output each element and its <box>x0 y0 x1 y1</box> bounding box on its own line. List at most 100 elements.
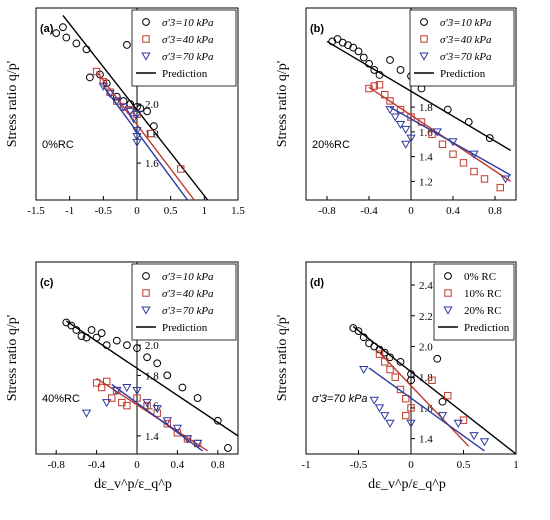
x-tick-label: -1 <box>65 205 74 217</box>
y-tick-label: 2.2 <box>419 311 433 323</box>
legend-label: Prediction <box>162 322 208 334</box>
x-tick-label: -0.4 <box>88 459 106 471</box>
data-point <box>182 435 193 444</box>
legend-label: Prediction <box>162 68 208 80</box>
x-tick-label: 0.8 <box>211 459 225 471</box>
panel-2: -0.8-0.400.40.81.21.41.61.82.02.22.4(b)2… <box>275 7 517 217</box>
legend-marker <box>142 272 150 280</box>
legend-marker <box>142 35 150 43</box>
data-point <box>193 394 202 402</box>
data-point <box>464 118 473 126</box>
panel-label: (a) <box>40 23 54 35</box>
prediction-line <box>102 85 189 200</box>
x-tick-label: -0.5 <box>95 205 113 217</box>
data-point <box>370 66 379 74</box>
data-point <box>406 419 416 428</box>
x-tick-label: 0 <box>134 205 140 217</box>
data-point <box>396 357 405 366</box>
x-axis-title: dε_v^p/ε_q^p <box>368 477 446 492</box>
panel-1: -1.5-1-0.500.511.51.61.82.02.22.4(a)0%RC… <box>5 7 245 217</box>
data-point <box>132 132 142 142</box>
x-tick-label: -0.8 <box>47 459 65 471</box>
data-point <box>52 29 61 38</box>
data-point <box>375 70 384 79</box>
y-tick-label: 2.0 <box>419 341 433 353</box>
data-point <box>85 73 94 82</box>
data-point <box>146 129 155 138</box>
y-tick-label: 1.8 <box>145 129 159 141</box>
data-point <box>81 409 92 418</box>
data-point <box>438 397 447 406</box>
data-point <box>82 333 91 342</box>
data-point <box>152 405 162 414</box>
panel-note: 20%RC <box>312 139 350 151</box>
data-point <box>132 138 142 148</box>
data-point <box>77 332 86 340</box>
panel-note: σ'3=70 kPa <box>312 393 368 405</box>
data-point <box>99 78 108 86</box>
prediction-line <box>111 383 204 452</box>
legend-marker <box>420 18 428 26</box>
data-point <box>402 411 410 420</box>
data-layer <box>349 324 516 454</box>
data-point <box>82 45 91 54</box>
prediction-line <box>368 367 485 452</box>
x-tick-label: 0.4 <box>171 459 185 471</box>
panel-4: -1-0.500.511.41.61.82.02.22.4(d)σ'3=70 k… <box>275 261 519 471</box>
data-point <box>92 333 101 342</box>
data-point <box>359 366 369 375</box>
legend-label: σ'3=40 kPa <box>162 34 214 46</box>
data-point <box>108 394 116 402</box>
y-tick-label: 1.2 <box>419 176 433 188</box>
data-layer <box>62 318 238 452</box>
data-point <box>172 424 183 433</box>
data-point <box>128 115 139 124</box>
data-point <box>365 84 373 93</box>
legend-label: σ'3=40 kPa <box>440 34 492 46</box>
y-tick-label: 2.4 <box>419 280 433 292</box>
prediction-line <box>368 86 512 183</box>
data-point <box>401 125 411 134</box>
data-point <box>443 105 452 114</box>
data-point <box>386 365 394 374</box>
y-tick-label: 1.8 <box>145 370 159 382</box>
data-point <box>123 401 131 410</box>
data-point <box>390 113 400 122</box>
data-point <box>112 97 122 106</box>
data-point <box>479 438 490 447</box>
prediction-line <box>326 40 512 152</box>
prediction-line <box>352 325 516 454</box>
data-point <box>118 103 129 112</box>
data-point <box>178 383 187 392</box>
data-point <box>385 419 395 428</box>
legend: 0% RC 10% RC 20% RC Prediction <box>433 263 515 341</box>
data-point <box>386 353 394 362</box>
x-tick-label: 0 <box>408 205 414 217</box>
data-point <box>112 387 122 396</box>
legend-label: Prediction <box>440 68 486 80</box>
data-point <box>123 341 131 350</box>
prediction-line <box>65 320 238 437</box>
data-point <box>380 348 389 357</box>
data-point <box>485 134 494 142</box>
legend-marker <box>443 306 453 315</box>
data-point <box>432 128 442 137</box>
y-axis-title: Stress ratio q/p' <box>5 61 20 148</box>
legend-marker <box>419 52 429 61</box>
data-point <box>386 56 394 64</box>
data-point <box>365 59 373 68</box>
data-point <box>112 92 121 101</box>
data-point <box>407 376 415 385</box>
data-point <box>97 383 106 392</box>
x-tick-label: 0.5 <box>164 205 178 217</box>
data-point <box>105 90 115 99</box>
data-point <box>380 412 390 421</box>
data-point <box>396 385 405 394</box>
y-tick-label: 1.8 <box>419 102 433 114</box>
data-point <box>173 429 182 437</box>
legend-label: σ'3=10 kPa <box>162 17 214 29</box>
x-axis-title: dε_v^p/ε_q^p <box>94 477 172 492</box>
data-point <box>438 140 447 148</box>
y-tick-label: 1.4 <box>419 434 433 446</box>
data-layer <box>52 14 209 200</box>
